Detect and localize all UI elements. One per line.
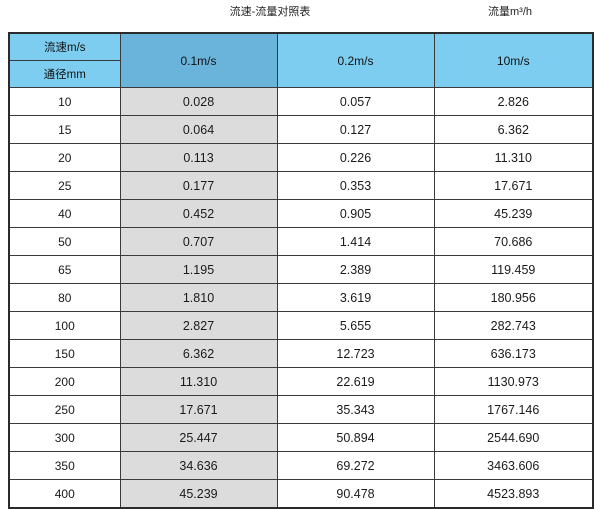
cell-flow-value: 0.707 [119,227,278,256]
cell-flow-value: 45.239 [433,199,594,228]
cell-flow-value: 636.173 [433,339,594,368]
cell-flow-value: 0.452 [119,199,278,228]
cell-flow-value: 17.671 [433,171,594,200]
cell-nominal-diameter: 25 [8,171,121,200]
cell-flow-value: 1130.973 [433,367,594,396]
cell-flow-value: 50.894 [276,423,435,452]
cell-nominal-diameter: 65 [8,255,121,284]
table-row: 150 6.362 12.723 636.173 [8,339,594,368]
header-column-2: 10m/s [433,32,594,88]
cell-flow-value: 2.826 [433,87,594,116]
table-row: 50 0.707 1.414 70.686 [8,227,594,256]
cell-nominal-diameter: 150 [8,339,121,368]
header-row-top: 流速m/s 0.1m/s 0.2m/s 10m/s [8,32,594,88]
table-row: 25 0.177 0.353 17.671 [8,171,594,200]
table-row: 100 2.827 5.655 282.743 [8,311,594,340]
cell-nominal-diameter: 10 [8,87,121,116]
cell-flow-value: 2544.690 [433,423,594,452]
cell-flow-value: 25.447 [119,423,278,452]
cell-nominal-diameter: 300 [8,423,121,452]
header-row-bottom: 通径mm [8,60,593,88]
table-row: 400 45.239 90.478 4523.893 [8,479,594,509]
cell-nominal-diameter: 100 [8,311,121,340]
page-title: 流速-流量对照表 [229,6,311,18]
cell-flow-value: 22.619 [276,367,435,396]
cell-flow-value: 0.057 [276,87,435,116]
header-velocity-label: 流速m/s [8,32,121,61]
cell-flow-value: 90.478 [276,479,435,509]
cell-flow-value: 6.362 [433,115,594,144]
cell-flow-value: 6.362 [119,339,278,368]
cell-flow-value: 12.723 [276,339,435,368]
cell-flow-value: 5.655 [276,311,435,340]
flow-velocity-table-wrapper: 流速m/s 0.1m/s 0.2m/s 10m/s 通径mm 10 0.028 0.… [8,32,594,509]
cell-nominal-diameter: 20 [8,143,121,172]
table-row: 250 17.671 35.343 1767.146 [8,395,594,424]
header-column-1: 0.2m/s [276,32,435,88]
cell-flow-value: 0.353 [276,171,435,200]
cell-flow-value: 0.226 [276,143,435,172]
cell-flow-value: 1.195 [119,255,278,284]
cell-flow-value: 3.619 [276,283,435,312]
table-row: 10 0.028 0.057 2.826 [8,87,594,116]
cell-flow-value: 0.028 [119,87,278,116]
cell-nominal-diameter: 250 [8,395,121,424]
cell-flow-value: 1.810 [119,283,278,312]
cell-flow-value: 17.671 [119,395,278,424]
header-column-0: 0.1m/s [119,32,278,88]
cell-flow-value: 2.389 [276,255,435,284]
cell-flow-value: 11.310 [119,367,278,396]
flow-velocity-table: 流速m/s 0.1m/s 0.2m/s 10m/s 通径mm 10 0.028 0.… [8,32,594,509]
cell-flow-value: 45.239 [119,479,278,509]
table-body: 10 0.028 0.057 2.826 15 0.064 0.127 6.362 20 0.11… [8,87,594,509]
table-row: 20 0.113 0.226 11.310 [8,143,594,172]
cell-flow-value: 119.459 [433,255,594,284]
cell-nominal-diameter: 50 [8,227,121,256]
cell-flow-value: 0.905 [276,199,435,228]
cell-nominal-diameter: 200 [8,367,121,396]
cell-flow-value: 0.127 [276,115,435,144]
table-row: 200 11.310 22.619 1130.973 [8,367,594,396]
table-row: 15 0.064 0.127 6.362 [8,115,594,144]
table-row: 300 25.447 50.894 2544.690 [8,423,594,452]
cell-flow-value: 0.113 [119,143,278,172]
cell-flow-value: 282.743 [433,311,594,340]
header-diameter-label: 通径mm [8,60,121,88]
cell-flow-value: 0.064 [119,115,278,144]
cell-nominal-diameter: 40 [8,199,121,228]
cell-nominal-diameter: 400 [8,479,121,509]
cell-flow-value: 70.686 [433,227,594,256]
table-row: 80 1.810 3.619 180.956 [8,283,594,312]
cell-flow-value: 0.177 [119,171,278,200]
cell-flow-value: 1767.146 [433,395,594,424]
table-header: 流速m/s 0.1m/s 0.2m/s 10m/s 通径mm [8,32,594,88]
cell-flow-value: 11.310 [433,143,594,172]
table-row: 40 0.452 0.905 45.239 [8,199,594,228]
table-row: 65 1.195 2.389 119.459 [8,255,594,284]
cell-flow-value: 1.414 [276,227,435,256]
caption-strip: 流速-流量对照表 流量m³/h [0,0,600,30]
cell-flow-value: 4523.893 [433,479,594,509]
cell-flow-value: 2.827 [119,311,278,340]
flow-unit-label: 流量m³/h [488,6,532,18]
cell-flow-value: 35.343 [276,395,435,424]
cell-nominal-diameter: 15 [8,115,121,144]
cell-flow-value: 180.956 [433,283,594,312]
cell-nominal-diameter: 80 [8,283,121,312]
